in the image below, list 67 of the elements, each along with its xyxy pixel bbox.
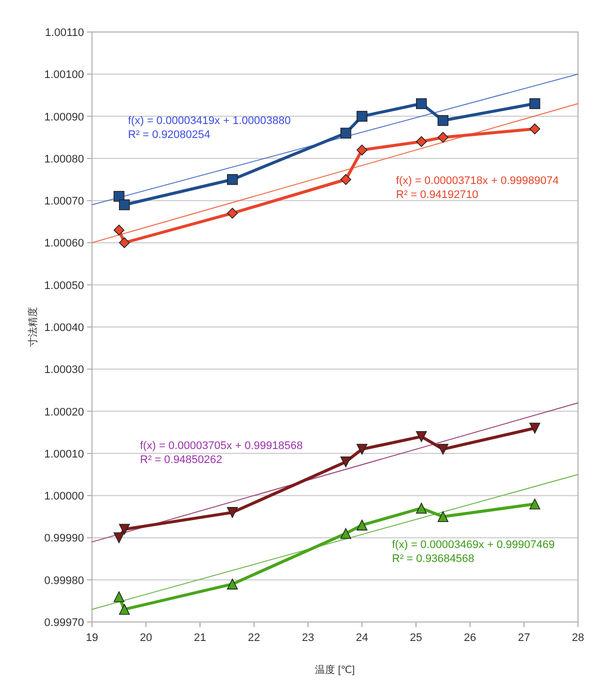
point [416, 502, 427, 514]
annotation: R² = 0.94192710 [396, 189, 478, 201]
point [114, 591, 124, 602]
y-axis-title: 寸法精度 [27, 307, 39, 347]
point [529, 422, 540, 434]
x-tick-label: 22 [248, 632, 260, 644]
annotation: R² = 0.92080254 [128, 129, 210, 141]
y-tick-label: 0.99990 [44, 532, 84, 545]
annotation: f(x) = 0.00003419x + 1.00003880 [128, 115, 291, 127]
y-tick-label: 1.00070 [44, 196, 84, 208]
y-tick-label: 1.00040 [44, 322, 84, 334]
y-tick-label: 1.00020 [44, 406, 84, 418]
point [119, 199, 130, 210]
point [340, 174, 352, 185]
point [438, 444, 448, 455]
point [227, 174, 238, 185]
point [114, 532, 124, 544]
annotation: f(x) = 0.00003705x + 0.99918568 [140, 440, 303, 452]
y-tick-label: 1.00050 [44, 280, 84, 292]
x-tick-label: 28 [572, 632, 584, 644]
point [356, 520, 368, 530]
y-tick-label: 0.99970 [44, 617, 84, 629]
point [438, 511, 448, 522]
y-tick-label: 1.00080 [44, 153, 84, 166]
point [340, 128, 352, 139]
point [416, 98, 427, 110]
x-tick-label: 23 [302, 632, 314, 644]
point [119, 524, 130, 535]
y-tick-label: 1.00060 [44, 238, 84, 250]
point [340, 456, 352, 468]
y-tick-label: 1.00090 [44, 111, 84, 124]
x-tick-label: 19 [86, 632, 98, 644]
y-tick-label: 1.00030 [44, 364, 84, 376]
point [340, 528, 352, 539]
point [438, 132, 448, 143]
annotation: f(x) = 0.00003469x + 0.99907469 [392, 539, 555, 551]
x-tick-label: 24 [356, 632, 368, 644]
point [438, 115, 448, 126]
y-tick-label: 1.00010 [44, 448, 84, 460]
point [356, 444, 368, 455]
y-tick-label: 0.99980 [44, 574, 84, 587]
y-tick-label: 1.00000 [44, 490, 84, 503]
point [114, 190, 124, 202]
point [529, 124, 540, 134]
x-tick-label: 21 [194, 632, 206, 644]
point [119, 237, 130, 248]
annotation: f(x) = 0.00003718x + 0.99989074 [396, 175, 559, 187]
point [416, 431, 427, 442]
y-tick-label: 1.00110 [45, 27, 84, 39]
x-tick-label: 25 [410, 632, 422, 644]
x-tick-label: 26 [464, 632, 476, 644]
y-tick-label: 1.00100 [44, 69, 84, 82]
x-tick-label: 27 [518, 632, 530, 644]
point [227, 507, 238, 518]
point [227, 578, 238, 590]
point [529, 98, 540, 110]
point [119, 604, 130, 615]
point [529, 498, 540, 510]
annotation: R² = 0.93684568 [392, 553, 474, 565]
point [356, 110, 368, 122]
point [114, 224, 124, 236]
point [227, 208, 238, 219]
annotation: R² = 0.94850262 [140, 454, 222, 466]
x-tick-label: 20 [140, 632, 152, 644]
point [416, 136, 427, 147]
x-axis-title: 温度 [℃] [315, 664, 355, 676]
point [356, 144, 368, 156]
